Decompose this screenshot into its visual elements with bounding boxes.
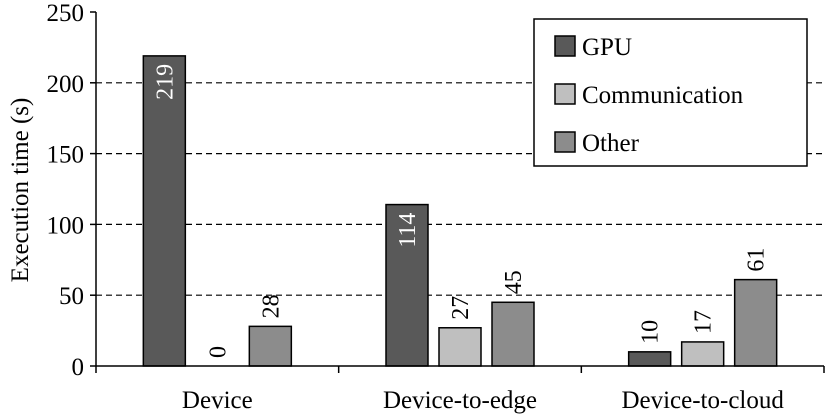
legend-swatch-communication xyxy=(554,83,576,105)
y-tick-label: 0 xyxy=(72,354,85,381)
legend-label-communication: Communication xyxy=(582,82,744,109)
data-label: 114 xyxy=(395,213,421,248)
x-tick-label: Device xyxy=(182,387,253,414)
bar-other xyxy=(491,301,535,367)
bar-other xyxy=(733,278,778,367)
data-label: 10 xyxy=(638,320,664,344)
data-label: 61 xyxy=(744,248,770,272)
data-label: 27 xyxy=(448,296,474,320)
y-tick-label: 100 xyxy=(47,212,85,239)
grid-lines xyxy=(96,82,824,296)
data-label: 219 xyxy=(152,64,178,100)
axes xyxy=(90,11,825,373)
bar-gpu xyxy=(385,203,429,367)
y-axis-title: Execution time (s) xyxy=(7,98,34,283)
bar-communication xyxy=(680,341,725,367)
legend-box xyxy=(533,18,808,167)
y-tick-label: 150 xyxy=(47,142,85,169)
y-tick-label: 250 xyxy=(47,0,85,27)
y-tick-labels: 0 50 100 150 200 250 xyxy=(47,0,85,381)
bar-gpu xyxy=(627,351,672,367)
x-tick-labels: Device Device-to-edge Device-to-cloud xyxy=(182,387,784,414)
bars xyxy=(142,55,778,367)
x-tick-label: Device-to-edge xyxy=(383,387,537,414)
bar-communication xyxy=(438,327,482,367)
legend-swatch-other xyxy=(554,131,576,153)
y-tick-label: 200 xyxy=(47,71,85,98)
legend-label-other: Other xyxy=(582,130,640,157)
y-tick-label: 50 xyxy=(59,283,84,310)
x-tick-label: Device-to-cloud xyxy=(621,387,784,414)
data-label: 28 xyxy=(258,294,284,318)
bar-other xyxy=(248,325,293,367)
data-label: 0 xyxy=(205,346,231,358)
legend: GPU Communication Other xyxy=(533,18,808,167)
legend-swatch-gpu xyxy=(554,35,576,57)
legend-label-gpu: GPU xyxy=(582,34,632,61)
data-label: 45 xyxy=(501,270,527,294)
bar-gpu xyxy=(142,55,187,367)
data-label: 17 xyxy=(691,310,717,334)
data-labels: 219 0 28 114 27 45 10 17 61 xyxy=(152,64,769,358)
